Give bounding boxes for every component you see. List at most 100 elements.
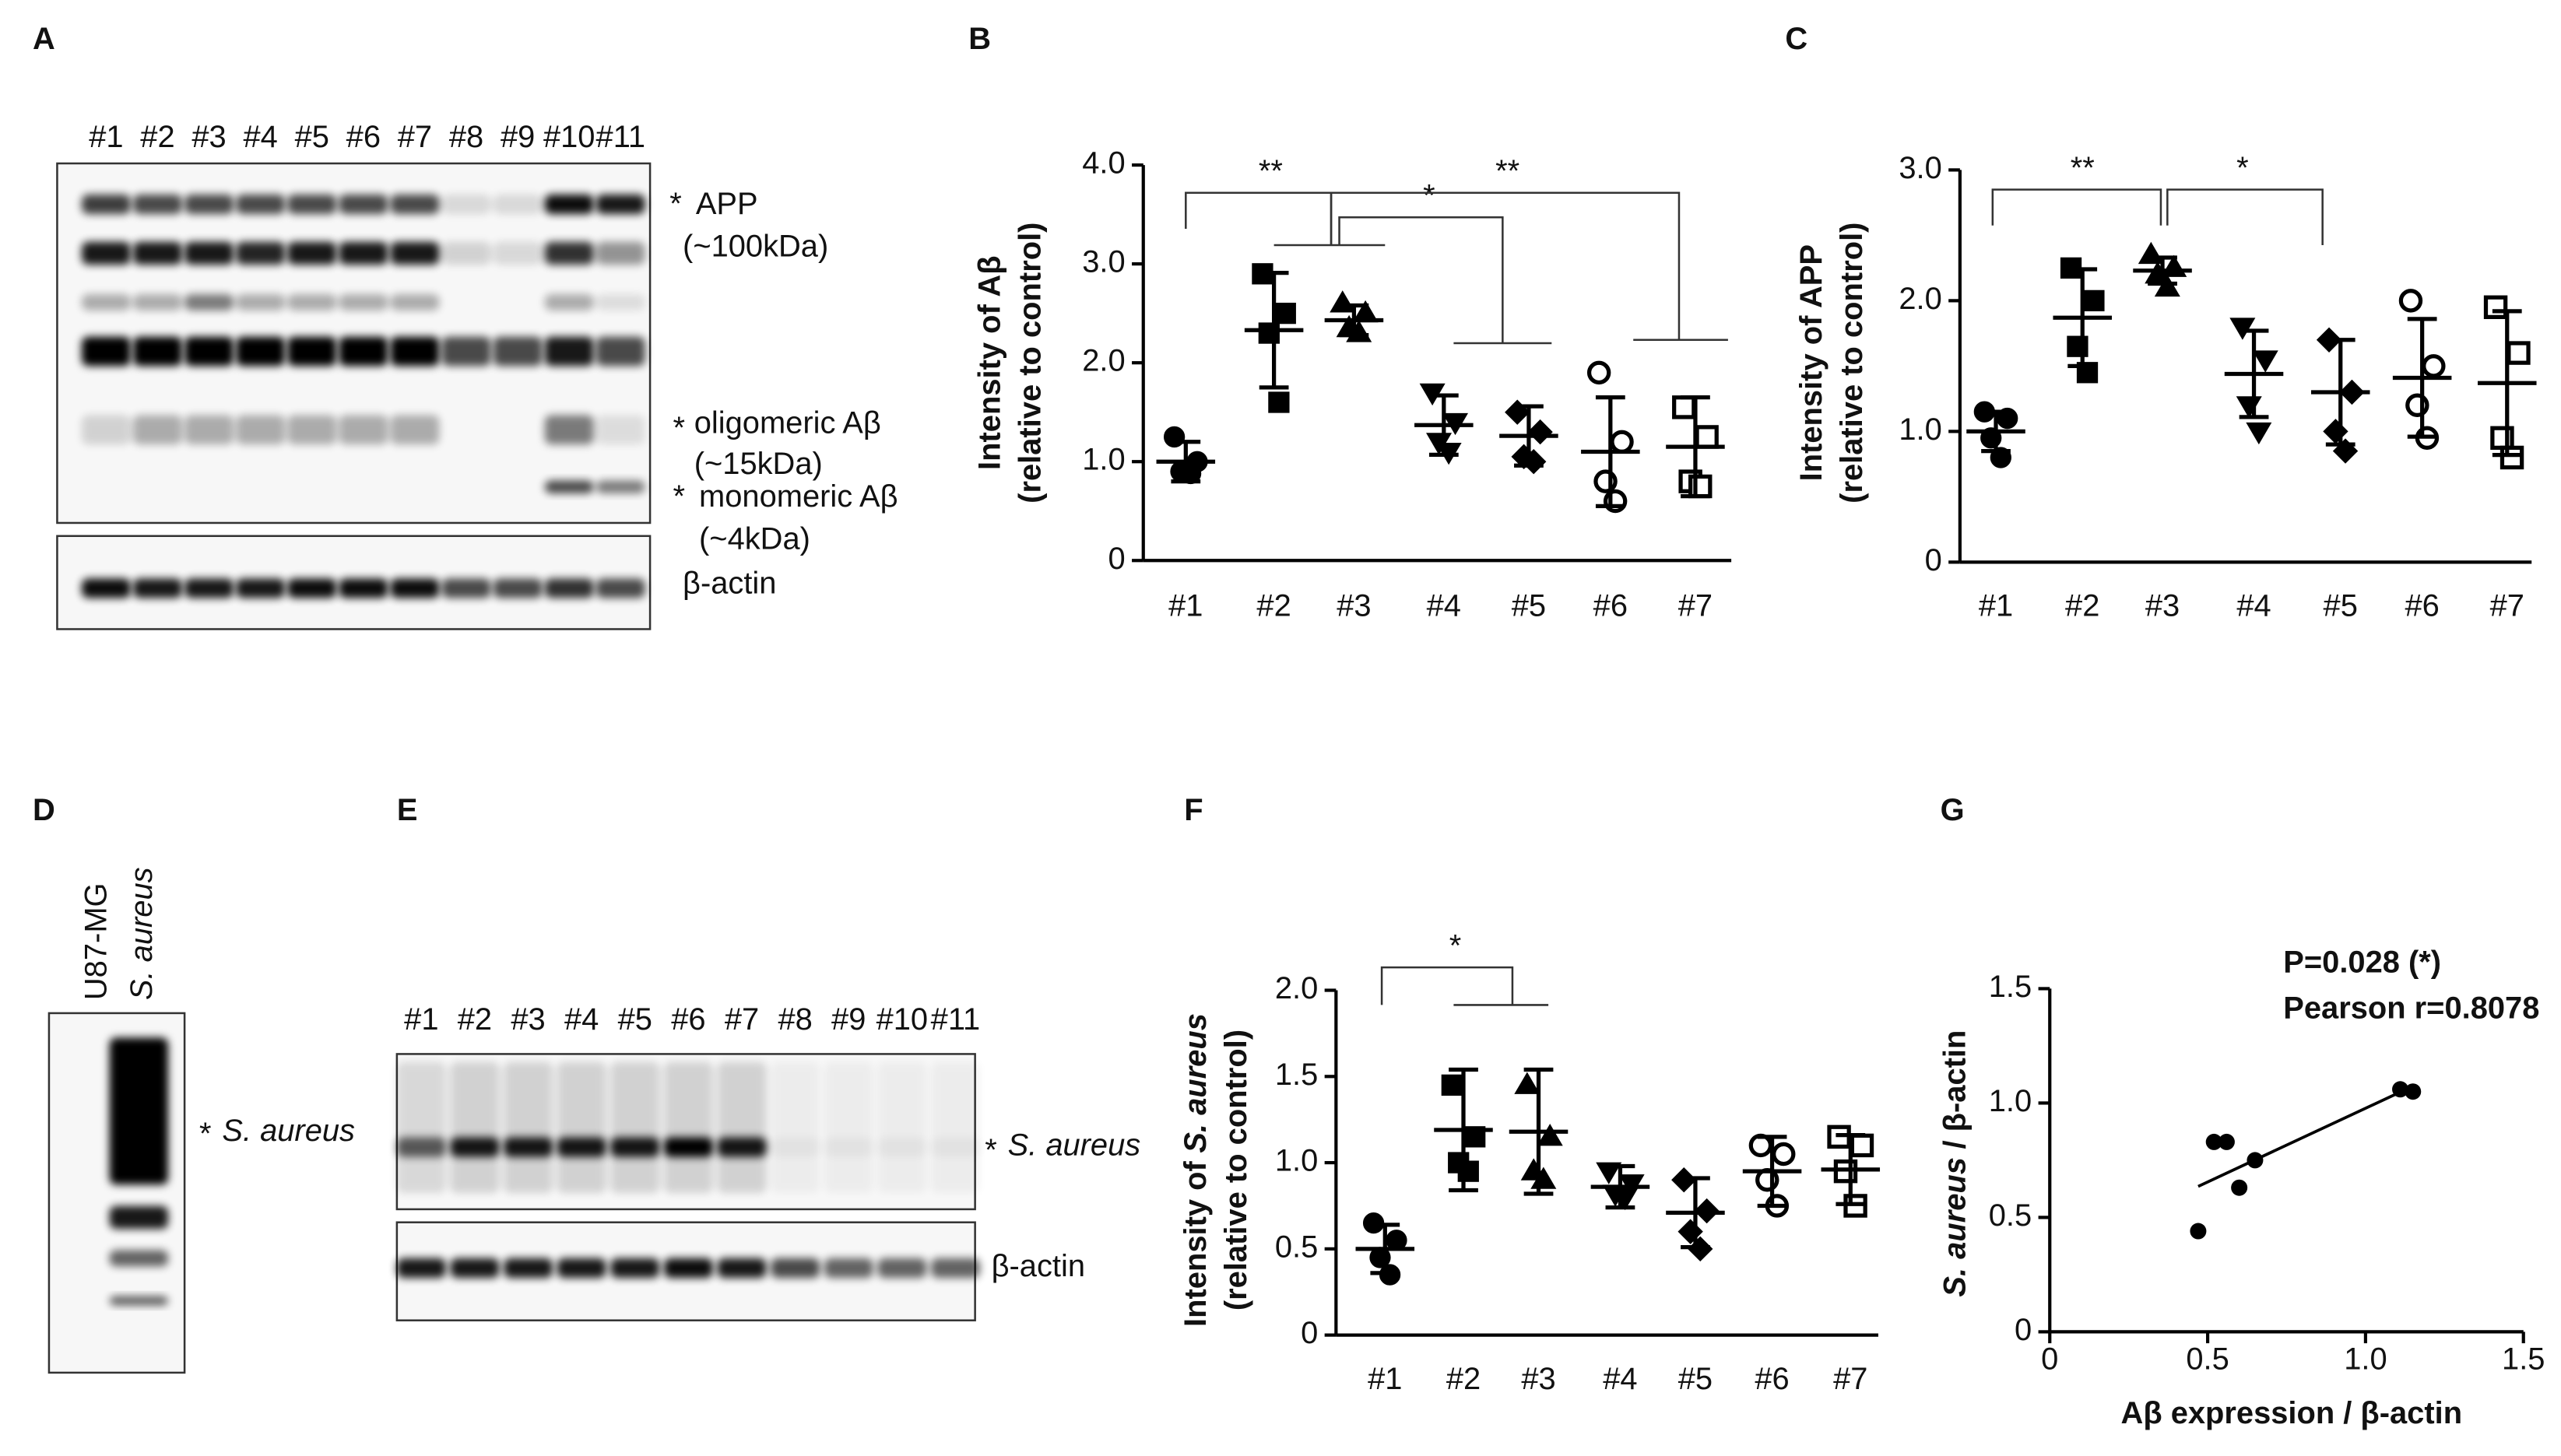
significance-bracket xyxy=(1330,191,1681,340)
lane-label: #11 xyxy=(931,1002,981,1037)
blot-band xyxy=(339,336,388,367)
lane-label: #1 xyxy=(89,120,123,154)
significance-label: * xyxy=(2236,151,2249,185)
blot-band xyxy=(339,415,388,445)
band-label: β-actin xyxy=(683,566,776,600)
x-tick-label: #2 xyxy=(1256,589,1291,623)
blot-band xyxy=(133,194,182,215)
y-tick-label: 3.0 xyxy=(1899,151,1941,185)
y-tick-label: 0 xyxy=(1301,1316,1318,1350)
blot-band xyxy=(877,1137,927,1157)
blot-band xyxy=(81,578,131,598)
data-point xyxy=(1827,1124,1851,1149)
data-point xyxy=(1274,303,1296,325)
blot-band xyxy=(236,578,286,598)
blot-band xyxy=(877,1061,927,1193)
y-tick-label: 0 xyxy=(1108,542,1125,576)
asterisk: * xyxy=(673,479,685,514)
x-tick-label: 1.0 xyxy=(2344,1342,2387,1377)
blot-band xyxy=(930,1137,980,1157)
x-tick-label: #5 xyxy=(1678,1362,1713,1396)
blot-band xyxy=(133,293,182,310)
data-point xyxy=(1514,1072,1540,1094)
y-tick-label: 2.0 xyxy=(1275,971,1318,1005)
band-label: (~15kDa) xyxy=(694,447,823,481)
lane-label: #8 xyxy=(449,120,483,154)
lane-label: U87-MG xyxy=(79,882,113,1000)
y-tick-label: 0.5 xyxy=(1275,1230,1318,1264)
x-tick-label: #2 xyxy=(1446,1362,1481,1396)
blot-band xyxy=(610,1137,660,1157)
data-point xyxy=(2392,1081,2409,1098)
y-axis-label-part: S. aureus xyxy=(1179,1013,1213,1153)
lane-label: #5 xyxy=(618,1002,652,1037)
band-label: APP xyxy=(696,187,758,221)
data-point xyxy=(1695,425,1719,449)
x-tick-label: #4 xyxy=(1427,589,1461,623)
significance-label: * xyxy=(1449,928,1462,963)
blot-band xyxy=(717,1258,767,1279)
data-point xyxy=(2398,289,2423,313)
data-point xyxy=(1441,1074,1463,1096)
blot-band xyxy=(771,1258,820,1279)
blot-band xyxy=(109,1037,169,1185)
blot-band xyxy=(396,1061,446,1193)
blot-band xyxy=(717,1061,767,1193)
x-axis-label: Aβ expression / β-actin xyxy=(2121,1396,2463,1430)
lane-label: #7 xyxy=(725,1002,759,1037)
data-point xyxy=(1268,391,1290,413)
lane-label: #4 xyxy=(243,120,277,154)
significance-label: ** xyxy=(1495,154,1519,188)
lane-label: #2 xyxy=(458,1002,492,1037)
lane-label: #10 xyxy=(543,120,595,154)
data-point xyxy=(2229,318,2256,340)
data-point xyxy=(2246,422,2272,445)
x-tick-label: #6 xyxy=(1593,589,1628,623)
blot-band xyxy=(184,293,234,310)
blot-band xyxy=(236,241,286,265)
blot-band xyxy=(595,480,645,494)
blot-band xyxy=(184,578,234,598)
data-point xyxy=(2483,295,2508,320)
y-axis-label: Intensity of APP xyxy=(1794,244,1829,481)
blot-band xyxy=(81,194,131,215)
data-point xyxy=(1537,1124,1563,1146)
blot-band xyxy=(544,415,594,445)
blot-band xyxy=(236,415,286,445)
blot-band xyxy=(81,241,131,265)
blot-band xyxy=(441,241,491,265)
x-tick-label: 0.5 xyxy=(2186,1342,2229,1377)
lane-label: #2 xyxy=(140,120,174,154)
significance-label: * xyxy=(1423,179,1435,213)
blot-band xyxy=(544,480,594,494)
blot-band xyxy=(81,415,131,445)
blot-band xyxy=(504,1258,553,1279)
x-tick-label: #3 xyxy=(1521,1362,1555,1396)
y-tick-label: 4.0 xyxy=(1082,146,1125,181)
y-axis-label-part: Intensity of Aβ xyxy=(972,255,1006,470)
significance-bracket xyxy=(1338,216,1504,343)
data-point xyxy=(1672,395,1696,419)
y-axis-label: (relative to control) xyxy=(1219,1030,1253,1310)
blot-band xyxy=(493,241,543,265)
lane-label: #1 xyxy=(404,1002,438,1037)
blot-band xyxy=(109,1205,169,1230)
data-point xyxy=(2190,1223,2207,1240)
data-point xyxy=(1586,360,1611,385)
blot-band xyxy=(396,1258,446,1279)
blot-band xyxy=(450,1061,500,1193)
lane-label: #3 xyxy=(191,120,226,154)
y-axis-label: Intensity of Aβ xyxy=(972,255,1006,470)
x-tick-label: #3 xyxy=(2145,589,2180,623)
blot-band xyxy=(595,415,645,445)
blot-band xyxy=(544,336,594,367)
data-point xyxy=(2252,350,2278,373)
x-tick-label: #4 xyxy=(1603,1362,1637,1396)
blot-band xyxy=(595,293,645,310)
blot-band xyxy=(184,194,234,215)
blot-band xyxy=(771,1061,820,1193)
x-tick-label: #5 xyxy=(1512,589,1546,623)
blot-band xyxy=(287,194,337,215)
